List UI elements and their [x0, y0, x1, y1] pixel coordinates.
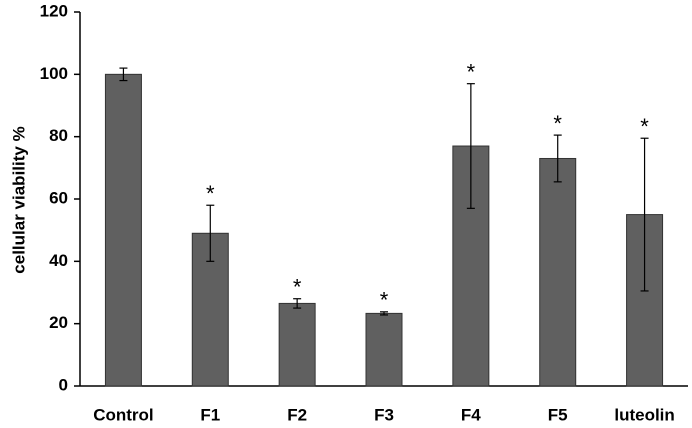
- y-tick-label: 120: [40, 1, 68, 20]
- x-tick-label: F1: [200, 405, 220, 424]
- significance-marker: *: [640, 114, 649, 139]
- y-axis-label: cellular viability %: [9, 126, 28, 273]
- bar: [539, 157, 577, 387]
- bar: [104, 73, 142, 387]
- error-bar: [293, 298, 302, 309]
- y-tick-label: 80: [49, 126, 68, 145]
- significance-marker: *: [293, 275, 302, 300]
- x-tick-label: Control: [93, 405, 153, 424]
- bar: [365, 312, 403, 387]
- significance-marker: *: [553, 111, 562, 136]
- x-tick-label: luteolin: [614, 405, 674, 424]
- y-tick-label: 20: [49, 313, 68, 332]
- bar: [278, 302, 316, 387]
- error-bar: [640, 137, 649, 292]
- y-tick-label: 100: [40, 64, 68, 83]
- x-tick-label: F5: [548, 405, 568, 424]
- x-tick-label: F2: [287, 405, 307, 424]
- significance-marker: *: [467, 59, 476, 84]
- significance-marker: *: [206, 181, 215, 206]
- error-bar: [380, 311, 388, 316]
- y-tick-label: 60: [49, 188, 68, 207]
- y-tick-label: 0: [59, 375, 68, 394]
- y-tick-label: 40: [49, 251, 68, 270]
- x-tick-label: F3: [374, 405, 394, 424]
- error-bar: [553, 134, 562, 183]
- error-bar: [466, 83, 475, 209]
- error-bar: [119, 67, 128, 82]
- error-bar: [206, 204, 215, 262]
- x-tick-label: F4: [461, 405, 481, 424]
- significance-marker: *: [380, 288, 389, 313]
